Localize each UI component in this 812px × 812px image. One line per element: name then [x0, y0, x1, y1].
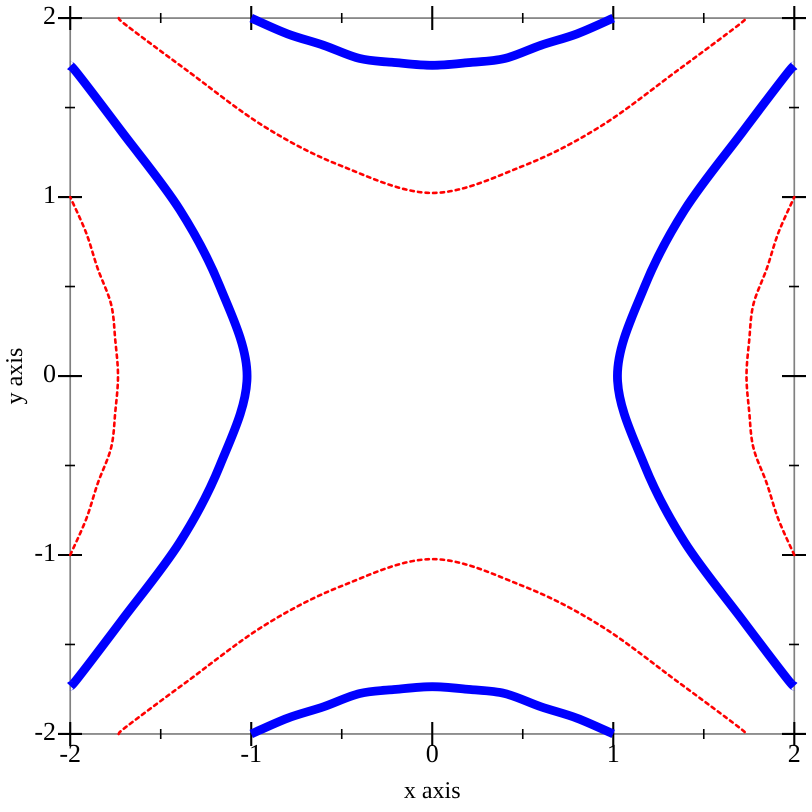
svg-text:-1: -1 [240, 739, 262, 768]
svg-text:0: 0 [43, 359, 56, 388]
svg-text:-2: -2 [59, 739, 81, 768]
svg-text:-1: -1 [34, 538, 56, 567]
svg-text:x axis: x axis [404, 778, 461, 804]
svg-text:1: 1 [607, 739, 620, 768]
svg-text:2: 2 [43, 1, 56, 30]
svg-text:1: 1 [43, 180, 56, 209]
svg-text:-2: -2 [34, 717, 56, 746]
svg-text:y axis: y axis [2, 348, 28, 405]
svg-text:2: 2 [788, 739, 801, 768]
svg-text:0: 0 [426, 739, 439, 768]
